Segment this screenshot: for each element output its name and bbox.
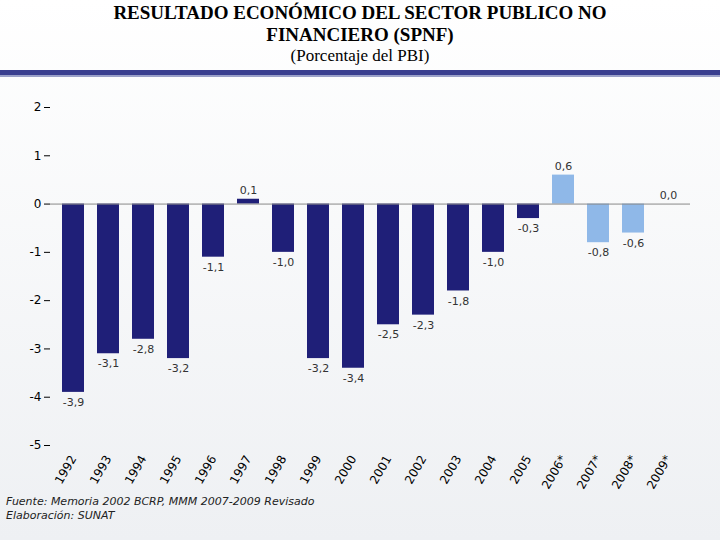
svg-text:0,1: 0,1: [240, 184, 258, 197]
svg-text:-3,1: -3,1: [98, 357, 119, 370]
html-text:Elaboración: SUNAT: Elaboración: SUNAT: [6, 509, 115, 522]
svg-text:-2,8: -2,8: [133, 343, 154, 356]
svg-text:1995: 1995: [157, 453, 184, 486]
svg-text:-1: -1: [30, 245, 42, 259]
svg-text:2: 2: [34, 100, 42, 114]
svg-text:2001: 2001: [367, 453, 394, 486]
svg-text:0: 0: [34, 197, 42, 211]
svg-text:1996: 1996: [192, 453, 219, 486]
svg-text:-0,8: -0,8: [588, 246, 609, 259]
svg-text:2007*: 2007*: [574, 453, 604, 492]
svg-text:-3,9: -3,9: [63, 396, 84, 409]
svg-text:2000: 2000: [332, 453, 359, 486]
svg-text:-4: -4: [30, 390, 42, 404]
html-text:RESULTADO ECONÓMICO DEL SECTOR: RESULTADO ECONÓMICO DEL SECTOR PUBLICO N…: [113, 2, 607, 45]
svg-text:-3,4: -3,4: [343, 372, 364, 385]
svg-text:1998: 1998: [262, 453, 289, 486]
svg-text:-2: -2: [30, 293, 42, 307]
svg-text:-2,3: -2,3: [413, 319, 434, 332]
svg-text:-5: -5: [30, 438, 42, 452]
svg-text:-1,0: -1,0: [483, 256, 504, 269]
svg-text:2003: 2003: [437, 453, 464, 486]
svg-text:-0,6: -0,6: [623, 237, 644, 250]
svg-text:-2,5: -2,5: [378, 328, 399, 341]
svg-text:2009*: 2009*: [644, 453, 674, 492]
svg-text:2002: 2002: [402, 453, 429, 486]
svg-text:-3,2: -3,2: [308, 362, 329, 375]
svg-text:-3,2: -3,2: [168, 362, 189, 375]
svg-text:-0,3: -0,3: [518, 222, 539, 235]
svg-text:2008*: 2008*: [609, 453, 639, 492]
svg-text:1999: 1999: [297, 453, 324, 486]
svg-text:2005: 2005: [507, 453, 534, 486]
svg-text:-3: -3: [30, 342, 42, 356]
html-text:Fuente: Memoria 2002 BCRP, MMM: Fuente: Memoria 2002 BCRP, MMM 2007-2009…: [6, 495, 315, 508]
svg-text:0,6: 0,6: [555, 160, 573, 173]
svg-text:-1,8: -1,8: [448, 295, 469, 308]
svg-text:-1,1: -1,1: [203, 261, 224, 274]
svg-text:2004: 2004: [472, 453, 499, 486]
svg-text:1: 1: [34, 149, 42, 163]
svg-text:1992: 1992: [52, 453, 79, 486]
svg-text:2006*: 2006*: [539, 453, 569, 492]
html-text:(Porcentaje del PBI): (Porcentaje del PBI): [290, 46, 430, 65]
svg-text:1993: 1993: [87, 453, 114, 486]
svg-text:-1,0: -1,0: [273, 256, 294, 269]
svg-text:1997: 1997: [227, 453, 254, 486]
svg-text:0,0: 0,0: [660, 189, 678, 202]
svg-text:1994: 1994: [122, 453, 149, 486]
